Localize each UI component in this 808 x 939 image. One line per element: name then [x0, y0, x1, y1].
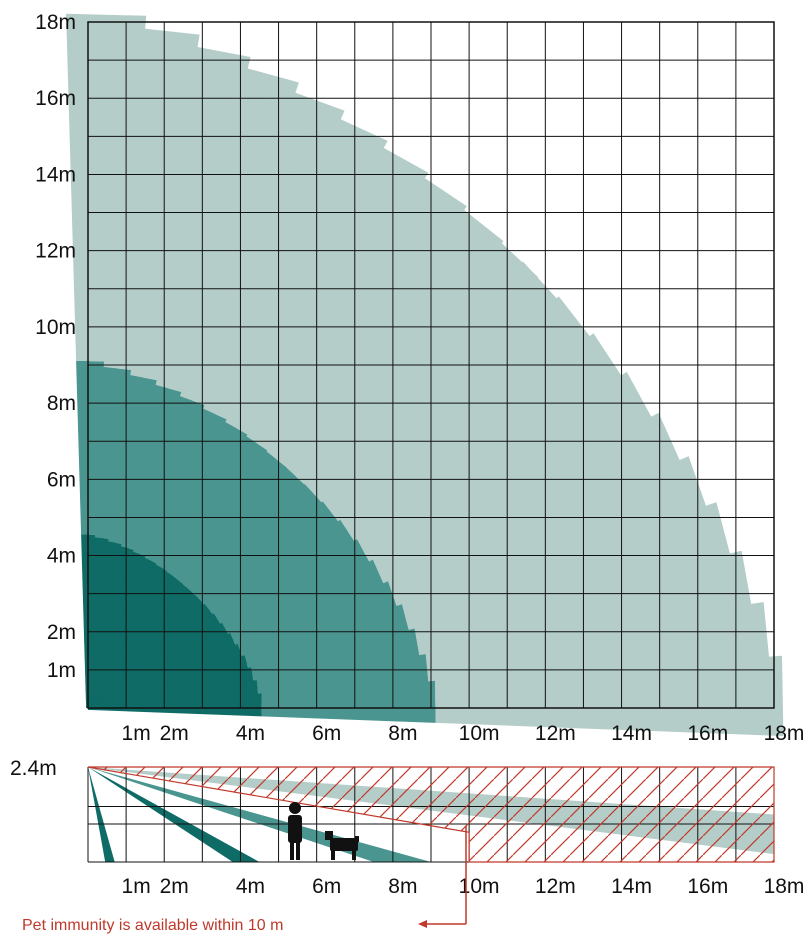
- y-tick-label: 2m: [47, 621, 76, 644]
- side-x-tick-label: 2m: [160, 875, 189, 898]
- grid-frame: [87, 21, 775, 709]
- x-tick-label: 8m: [388, 722, 417, 745]
- side-x-tick-label: 10m: [459, 875, 500, 898]
- top-view-y-axis-labels: 1m 2m 4m 6m 8m 10m 12m 14m 16m 18m: [35, 11, 76, 682]
- beam-18-segment-3: [414, 550, 756, 669]
- x-tick-label: 14m: [611, 722, 652, 745]
- x-tick-label: 18m: [764, 722, 805, 745]
- beam-15-segment-2: [230, 559, 389, 653]
- y-tick-label: 10m: [35, 316, 76, 339]
- beam-16-segment-1: [87, 643, 245, 710]
- beam-15-segment-1: [87, 632, 239, 710]
- side-x-tick-label: 16m: [687, 875, 728, 898]
- side-x-tick-label: 1m: [122, 875, 151, 898]
- top-view-beams: [66, 13, 784, 736]
- side-x-tick-label: 14m: [611, 875, 652, 898]
- beam-13-segment-3: [340, 333, 634, 552]
- x-tick-label: 10m: [459, 722, 500, 745]
- side-x-tick-label: 4m: [236, 875, 265, 898]
- side-x-tick-label: 12m: [535, 875, 576, 898]
- beam-15-segment-3: [372, 412, 689, 596]
- pet-immunity-note: Pet immunity is available within 10 m: [22, 826, 467, 934]
- person-icon: [288, 802, 302, 860]
- beam-10-segment-2: [186, 467, 314, 602]
- y-tick-label: 4m: [47, 545, 76, 568]
- arrow-left-icon: [418, 826, 467, 928]
- x-tick-label: 12m: [535, 722, 576, 745]
- y-tick-label: 8m: [47, 392, 76, 415]
- beam-8-segment-2: [166, 436, 279, 584]
- beam-20-segment-1: [88, 693, 262, 717]
- beam-10-segment-3: [286, 228, 539, 494]
- beam-17-segment-1: [87, 655, 251, 710]
- top-view-grid: [87, 21, 775, 709]
- side-beam-near: [88, 767, 260, 862]
- y-tick-label: 6m: [47, 468, 76, 491]
- beam-20: [88, 655, 784, 736]
- x-tick-label: 6m: [312, 722, 341, 745]
- beam-17-segment-2: [244, 604, 413, 677]
- beam-20-segment-3: [435, 655, 784, 736]
- x-tick-label: 4m: [236, 722, 265, 745]
- side-view-x-axis-labels: 1m 2m 4m 6m 8m 10m 12m 14m 16m 18m: [122, 875, 805, 898]
- top-view-x-axis-labels: 1m 2m 4m 6m 8m 10m 12m 14m 16m 18m: [122, 722, 805, 745]
- side-view: 1m 2m 4m 6m 8m 10m 12m 14m 16m 18m 2.4m: [10, 757, 804, 898]
- mount-height-label: 2.4m: [10, 757, 57, 780]
- pet-immunity-note-text: Pet immunity is available within 10 m: [22, 917, 283, 934]
- beam-14-segment-2: [222, 539, 376, 642]
- side-x-tick-label: 8m: [388, 875, 417, 898]
- beam-17-segment-3: [402, 502, 736, 643]
- side-beam-down: [88, 767, 115, 862]
- side-x-tick-label: 6m: [312, 875, 341, 898]
- y-tick-label: 14m: [35, 163, 76, 186]
- beam-14-segment-3: [357, 371, 663, 574]
- beam-17: [87, 502, 736, 710]
- beam-20-segment-2: [261, 680, 436, 723]
- x-tick-label: 2m: [160, 722, 189, 745]
- beam-9-segment-2: [176, 451, 297, 593]
- pet-immunity-hatched-zone: [87, 766, 775, 863]
- beam-18-segment-1: [87, 667, 256, 710]
- x-tick-label: 16m: [687, 722, 728, 745]
- y-tick-label: 16m: [35, 87, 76, 110]
- beam-11-segment-3: [304, 261, 572, 512]
- dog-icon: [325, 831, 359, 860]
- beam-15: [87, 412, 689, 710]
- beam-18: [87, 550, 756, 710]
- y-tick-label: 12m: [35, 240, 76, 263]
- beam-13-segment-2: [213, 519, 362, 631]
- y-tick-label: 1m: [47, 659, 76, 682]
- y-tick-label: 18m: [35, 11, 76, 34]
- beam-8-segment-3: [246, 165, 467, 458]
- side-x-tick-label: 18m: [764, 875, 805, 898]
- beam-11-segment-2: [195, 484, 331, 611]
- x-tick-label: 1m: [122, 722, 151, 745]
- beam-18-segment-2: [251, 628, 422, 690]
- hatched-area: [87, 766, 775, 863]
- beam-9-segment-3: [266, 196, 504, 476]
